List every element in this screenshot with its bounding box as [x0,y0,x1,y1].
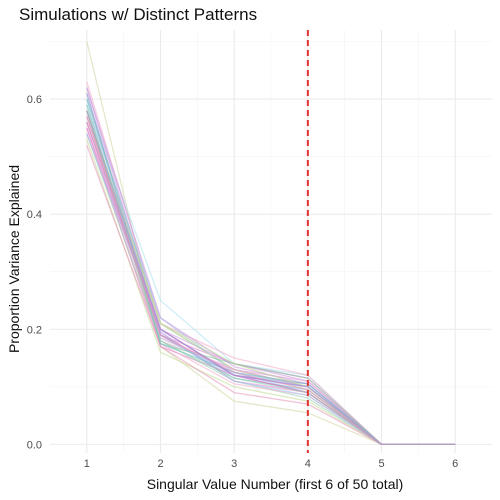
y-tick-label: 0.2 [27,324,42,336]
x-tick-label: 3 [231,458,237,470]
x-tick-label: 1 [84,458,90,470]
x-tick-label: 2 [157,458,163,470]
tick-labels: 0.0 0.2 0.4 0.6 1 2 3 4 5 6 [27,94,459,470]
y-tick-label: 0.6 [27,94,42,106]
chart-title: Simulations w/ Distinct Patterns [19,5,258,24]
x-tick-label: 6 [452,458,458,470]
x-tick-label: 4 [305,458,311,470]
y-tick-label: 0.4 [27,209,42,221]
series-lines [86,41,456,446]
y-axis-label: Proportion Variance Explained [6,164,22,354]
x-axis-label: Singular Value Number (first 6 of 50 tot… [146,476,404,492]
series-line [86,110,456,446]
x-tick-label: 5 [378,458,384,470]
y-tick-label: 0.0 [27,439,42,451]
